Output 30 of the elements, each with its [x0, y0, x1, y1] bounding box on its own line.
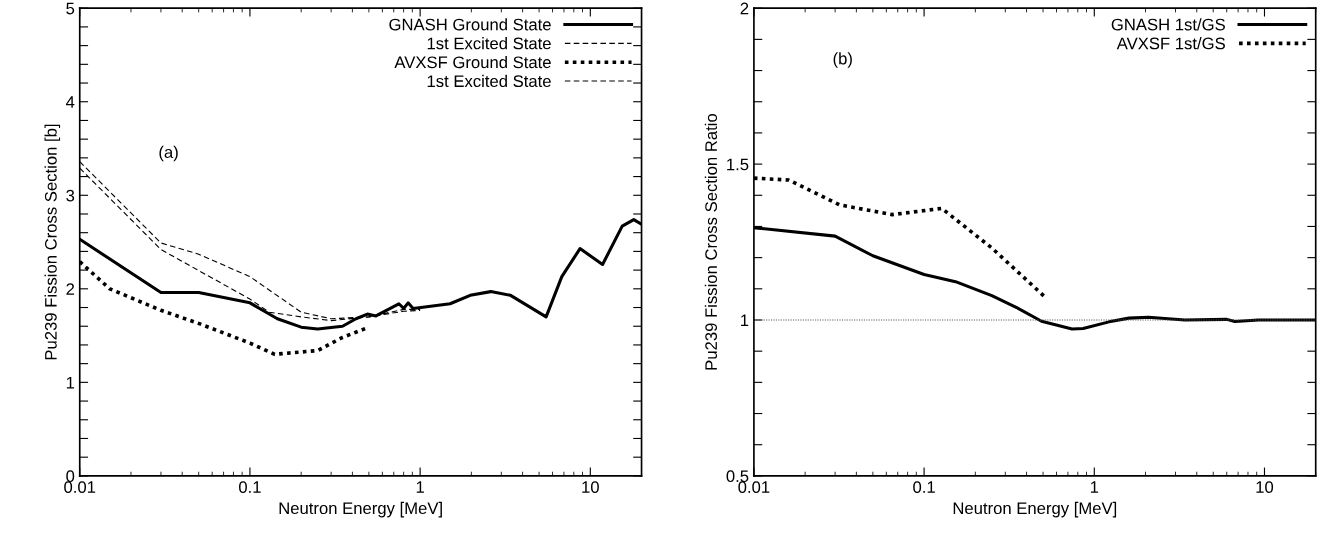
y-tick-label: 2	[740, 2, 749, 15]
y-tick-label: 0.5	[726, 470, 749, 483]
y-tick-label: 4	[65, 96, 75, 108]
x-tick-label: 10	[1256, 481, 1274, 493]
y-tick-label: 1	[741, 314, 749, 327]
y-tick-label: 3	[66, 189, 75, 202]
annotation: (b)	[833, 52, 852, 68]
legend-label: AVXSF 1st/GS	[1116, 37, 1225, 50]
x-tick-label: 1	[416, 481, 424, 493]
x-axis-title: Neutron Energy [MeV]	[953, 501, 1117, 518]
x-tick-label: 0.1	[239, 481, 261, 493]
y-tick-label: 5	[66, 2, 75, 15]
legend-label: GNASH 1st/GS	[1111, 18, 1225, 31]
y-tick-label: 1.5	[727, 158, 749, 171]
y-axis-title: Pu239 Fission Cross Section Ratio	[704, 113, 718, 370]
x-tick-label: 0.01	[738, 481, 770, 493]
x-tick-label: 10	[582, 481, 599, 493]
x-tick-label: 0.01	[64, 481, 96, 493]
legend-label: 1st Excited State	[427, 37, 551, 50]
y-tick-label: 0	[66, 470, 75, 483]
legend-label: GNASH Ground State	[389, 18, 551, 31]
y-axis-title: Pu239 Fission Cross Section [b]	[44, 124, 61, 360]
legend-label: AVXSF Ground State	[394, 55, 551, 69]
y-tick-label: 1	[66, 376, 75, 389]
y-tick-label: 2	[66, 283, 75, 295]
x-tick-label: 1	[1090, 481, 1099, 493]
legend-label: 1st Excited State	[427, 74, 551, 88]
x-tick-label: 0.1	[913, 481, 935, 493]
x-axis-title: Neutron Energy [MeV]	[279, 501, 442, 518]
annotation: (a)	[159, 145, 178, 162]
